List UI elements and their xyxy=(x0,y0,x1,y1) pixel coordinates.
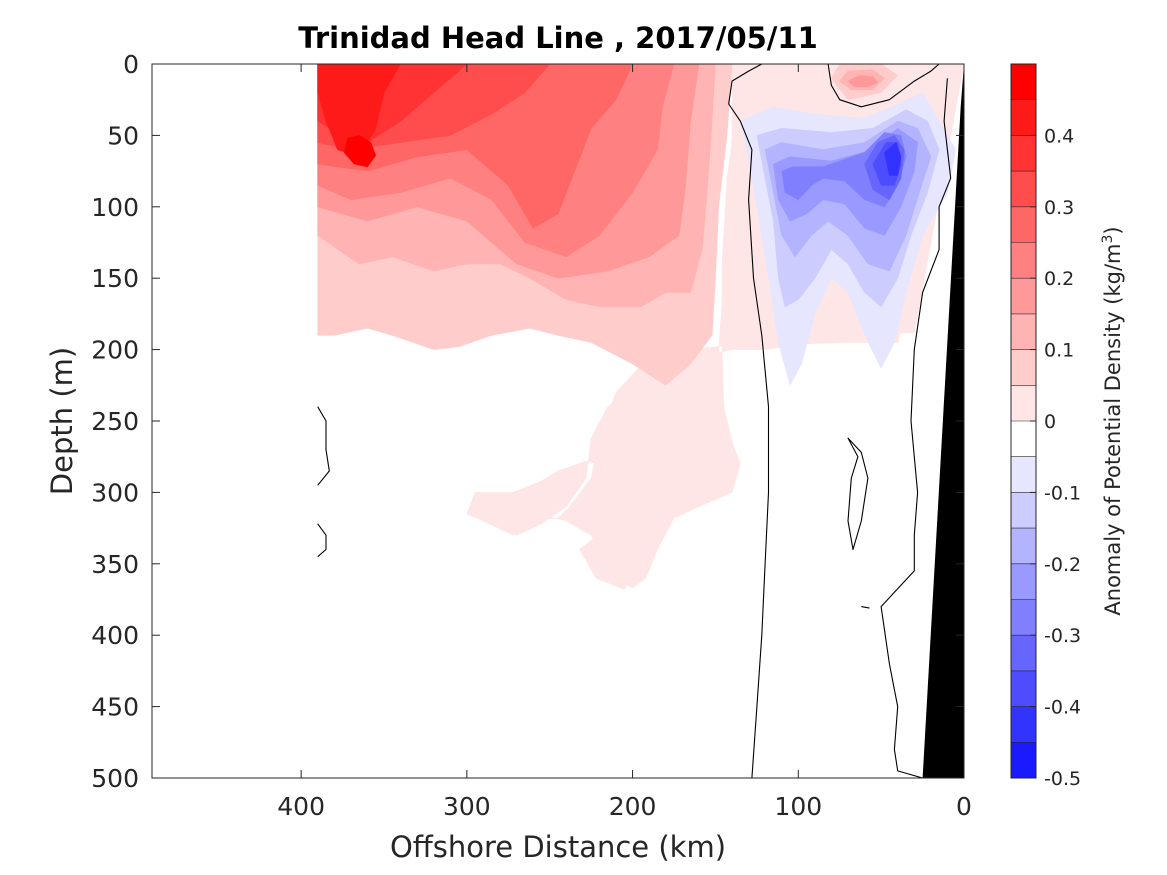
contour-zero-contour-closed-mid xyxy=(847,437,869,551)
colorbar-swatch xyxy=(1010,278,1037,315)
colorbar-title-end: ) xyxy=(1101,226,1125,234)
y-tick-label: 200 xyxy=(91,336,139,365)
colorbar-tick-label: -0.1 xyxy=(1044,482,1081,504)
x-tick-label: 300 xyxy=(443,792,491,821)
colorbar-swatch xyxy=(1010,670,1037,707)
y-tick-label: 450 xyxy=(91,693,139,722)
colorbar-tick-label: 0.3 xyxy=(1044,197,1074,219)
seafloor-mask xyxy=(922,64,964,778)
colorbar-swatch xyxy=(1010,742,1037,779)
x-tick-label: 100 xyxy=(774,792,822,821)
region-negative-anomaly-band-0.4 xyxy=(884,142,902,176)
colorbar-swatch xyxy=(1010,706,1037,743)
colorbar-swatch xyxy=(1010,456,1037,493)
region-positive-anomaly-core-0.45 xyxy=(343,135,377,168)
contour-zero-contour-inner-shelf xyxy=(880,78,952,778)
colorbar-swatch xyxy=(1010,635,1037,672)
colorbar-swatch xyxy=(1010,492,1037,529)
colorbar-swatch xyxy=(1010,313,1037,350)
colorbar-swatch xyxy=(1010,99,1037,136)
contour-zero-contour-main xyxy=(728,64,770,778)
colorbar-swatch xyxy=(1010,385,1037,422)
chart-title: Trinidad Head Line , 2017/05/11 xyxy=(298,21,818,55)
x-tick-label: 400 xyxy=(277,792,325,821)
colorbar-swatch xyxy=(1010,170,1037,208)
region-positive-anomaly-upper-right-0.15 xyxy=(847,75,879,88)
y-axis-title: Depth (m) xyxy=(45,347,79,495)
y-tick-label: 400 xyxy=(91,621,139,650)
y-tick-label: 350 xyxy=(91,550,139,579)
colorbar-tick-label: -0.3 xyxy=(1044,625,1081,647)
y-tick-label: 300 xyxy=(91,478,139,507)
colorbar-swatch xyxy=(1010,563,1037,600)
colorbar: 0.4 0.3 0.2 0.1 0 -0.1 -0.2 -0.3 -0.4 -0.5 xyxy=(1010,63,1081,790)
y-tick-label: 0 xyxy=(123,50,139,79)
y-tick-label: 150 xyxy=(91,264,139,293)
seafloor xyxy=(922,64,964,778)
y-tick-label: 100 xyxy=(91,193,139,222)
y-tick-label: 500 xyxy=(91,764,139,793)
colorbar-tick-label: 0 xyxy=(1044,411,1056,433)
colorbar-title-main: Anomaly of Potential Density (kg/m xyxy=(1101,244,1125,616)
contour-zero-contour-left-b xyxy=(317,523,327,558)
colorbar-swatch xyxy=(1010,135,1037,172)
colorbar-tick-label: -0.2 xyxy=(1044,554,1081,576)
x-axis: 400 300 200 100 0 xyxy=(277,64,972,821)
contour-zero-contour-upper xyxy=(827,64,940,108)
y-tick-label: 250 xyxy=(91,407,139,436)
colorbar-tick-label: 0.4 xyxy=(1044,125,1074,147)
colorbar-swatch xyxy=(1010,420,1037,457)
anomaly-regions xyxy=(317,64,964,590)
x-axis-title: Offshore Distance (km) xyxy=(390,830,726,864)
y-axis: 0 50 100 150 200 250 300 350 400 450 500 xyxy=(91,50,964,793)
x-tick-label: 0 xyxy=(956,792,972,821)
colorbar-tick-label: -0.4 xyxy=(1044,697,1081,719)
contour-zero-contour-left-a xyxy=(317,406,330,486)
colorbar-tick-label: -0.5 xyxy=(1044,768,1081,790)
colorbar-title: Anomaly of Potential Density (kg/m3) xyxy=(1100,226,1125,615)
x-tick-label: 200 xyxy=(609,792,657,821)
colorbar-swatch xyxy=(1010,206,1037,243)
colorbar-swatch xyxy=(1010,242,1037,279)
y-tick-label: 50 xyxy=(107,121,139,150)
colorbar-swatch xyxy=(1010,599,1037,636)
colorbar-tick-label: 0.1 xyxy=(1044,340,1074,362)
colorbar-tick-label: 0.2 xyxy=(1044,268,1074,290)
contour-zero-contour-dot xyxy=(861,606,870,609)
colorbar-title-sup: 3 xyxy=(1100,235,1116,244)
zero-contours xyxy=(317,64,952,778)
colorbar-swatch xyxy=(1010,349,1037,386)
colorbar-swatch xyxy=(1010,63,1037,100)
colorbar-swatch xyxy=(1010,527,1037,564)
